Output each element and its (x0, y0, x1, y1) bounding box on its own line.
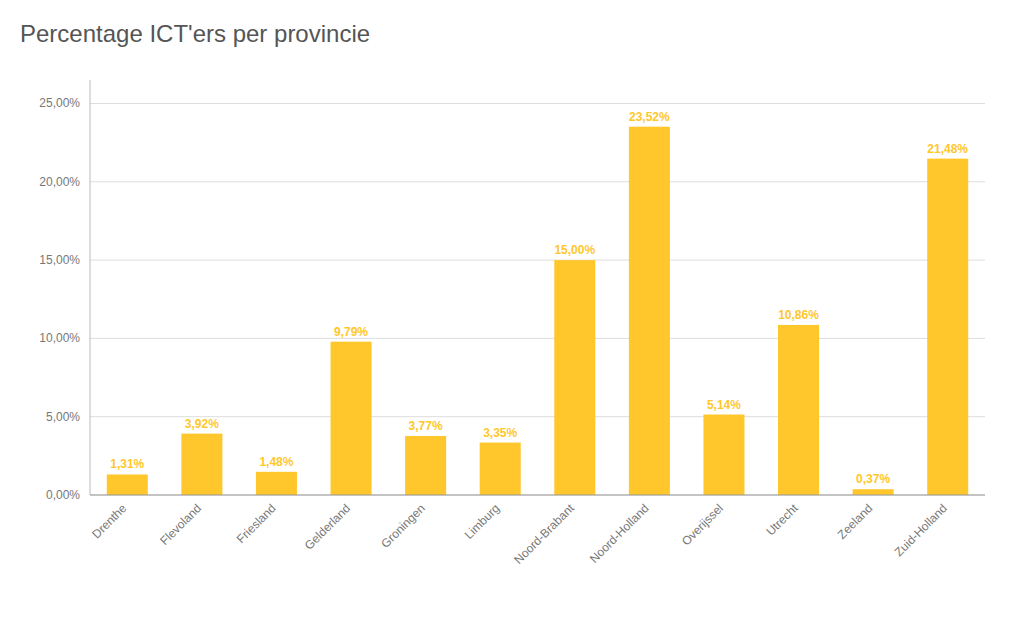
grid (90, 103, 985, 495)
y-tick-label: 15,00% (39, 253, 80, 267)
bar (629, 127, 670, 495)
chart-container: Percentage ICT'ers per provincie 0,00% 5,0… (0, 0, 1010, 625)
bar (256, 472, 297, 495)
x-tick-label: Friesland (234, 501, 279, 546)
grid-line (90, 260, 985, 261)
data-label: 3,35% (483, 426, 517, 440)
y-tick-label: 5,00% (46, 410, 80, 424)
grid-line (90, 181, 985, 182)
x-axis-line (90, 495, 985, 496)
bar (480, 443, 521, 495)
grid-line (90, 495, 985, 496)
data-label: 5,14% (707, 398, 741, 412)
data-label: 10,86% (778, 308, 819, 322)
x-tick-label: Noord-Holland (587, 501, 652, 566)
bar (331, 342, 372, 495)
chart: Percentage ICT'ers per provincie 0,00% 5,0… (0, 0, 1010, 625)
bar (703, 415, 744, 495)
data-label: 3,92% (185, 417, 219, 431)
grid-line (90, 416, 985, 417)
x-tick-label: Gelderland (302, 501, 353, 552)
x-tick-label: Drenthe (89, 501, 129, 541)
x-tick-label: Overijssel (679, 501, 726, 548)
bar (778, 325, 819, 495)
bar (405, 436, 446, 495)
y-tick-label: 20,00% (39, 175, 80, 189)
data-label: 3,77% (409, 419, 443, 433)
bar (853, 489, 894, 495)
y-tick-label: 10,00% (39, 331, 80, 345)
grid-line (90, 103, 985, 104)
y-tick-label: 25,00% (39, 96, 80, 110)
x-tick-label: Groningen (378, 501, 428, 551)
data-label: 21,48% (927, 142, 968, 156)
data-label: 23,52% (629, 110, 670, 124)
grid-line (90, 338, 985, 339)
data-label: 1,31% (110, 457, 144, 471)
x-tick-label: Noord-Brabant (511, 501, 577, 567)
data-label: 9,79% (334, 325, 368, 339)
data-label: 1,48% (259, 455, 293, 469)
bar (927, 159, 968, 495)
bar (181, 434, 222, 495)
x-tick-label: Limburg (462, 501, 503, 542)
bar (107, 474, 148, 495)
data-label: 15,00% (554, 243, 595, 257)
x-tick-label: Flevoland (157, 501, 204, 548)
y-tick-label: 0,00% (46, 488, 80, 502)
x-tick-label: Zeeland (835, 501, 876, 542)
x-tick-label: Utrecht (763, 501, 801, 539)
bars (107, 127, 968, 495)
data-label: 0,37% (856, 472, 890, 486)
title: Percentage ICT'ers per provincie (20, 20, 370, 47)
y-axis-line (90, 80, 91, 495)
x-tick-label: Zuid-Holland (892, 501, 950, 559)
bar (554, 260, 595, 495)
